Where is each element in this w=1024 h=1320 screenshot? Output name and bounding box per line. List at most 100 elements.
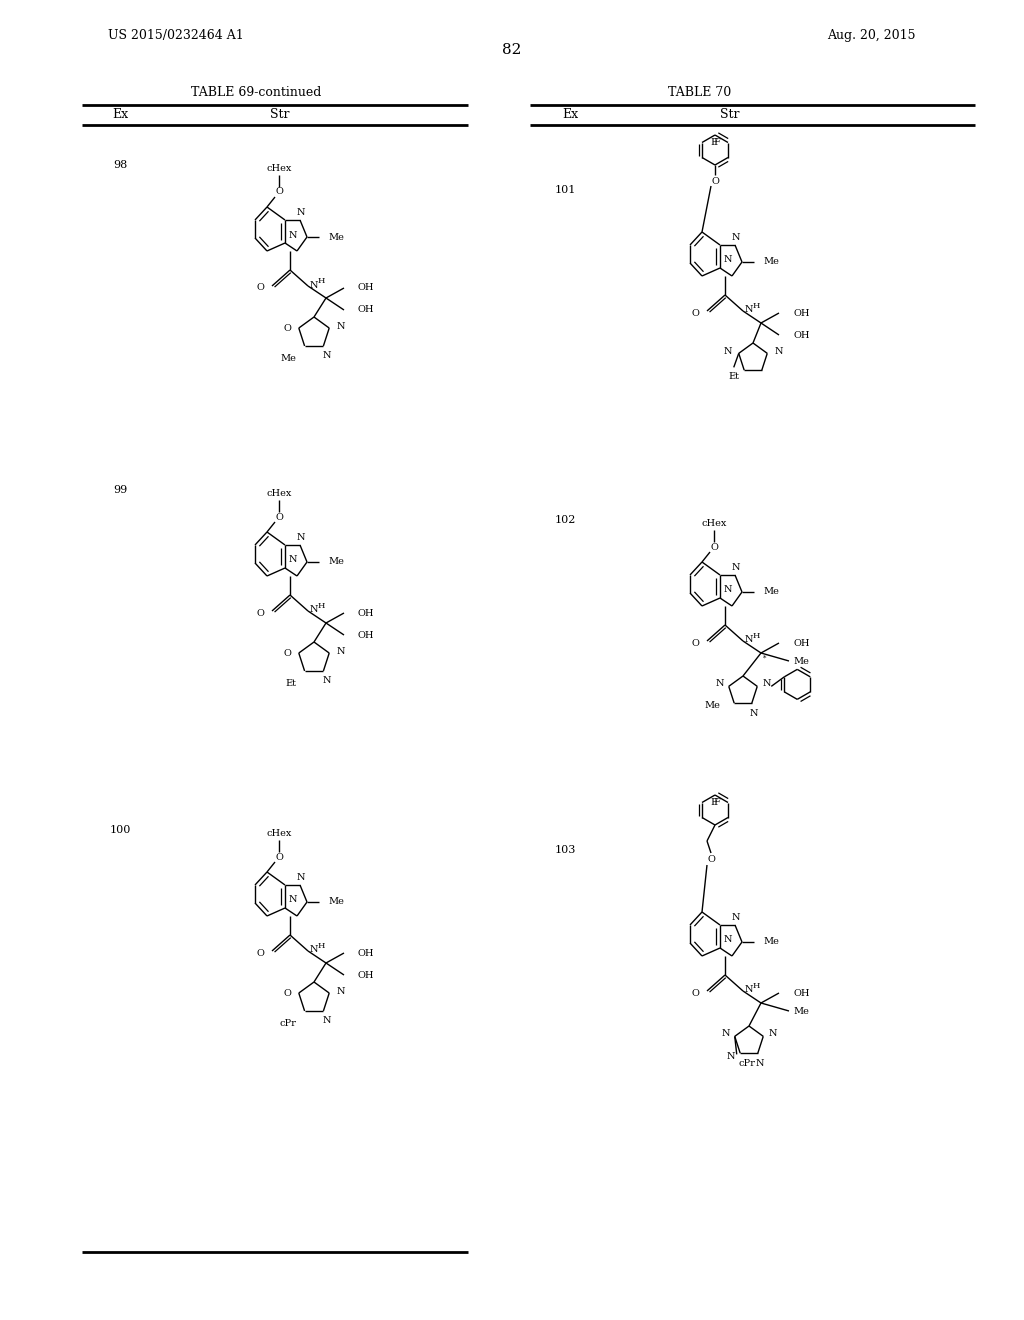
Text: H: H xyxy=(318,277,326,285)
Text: Me: Me xyxy=(793,1006,809,1015)
Text: N: N xyxy=(745,305,754,314)
Text: O: O xyxy=(711,177,719,186)
Text: N: N xyxy=(756,1059,764,1068)
Text: 103: 103 xyxy=(554,845,575,855)
Text: N: N xyxy=(336,322,345,330)
Text: OH: OH xyxy=(358,284,375,293)
Text: F: F xyxy=(713,139,720,147)
Text: H: H xyxy=(753,982,761,990)
Text: H: H xyxy=(318,602,326,610)
Text: *: * xyxy=(763,655,767,663)
Text: F: F xyxy=(710,799,717,807)
Text: Me: Me xyxy=(763,937,779,946)
Text: 100: 100 xyxy=(110,825,131,836)
Text: O: O xyxy=(284,323,292,333)
Text: Ex: Ex xyxy=(112,108,128,121)
Text: N: N xyxy=(721,1028,730,1038)
Text: 82: 82 xyxy=(503,44,521,57)
Text: N: N xyxy=(289,895,298,904)
Text: TABLE 70: TABLE 70 xyxy=(669,86,731,99)
Text: Str: Str xyxy=(270,108,290,121)
Text: Me: Me xyxy=(763,257,779,267)
Text: N: N xyxy=(727,1052,735,1061)
Text: N: N xyxy=(715,678,724,688)
Text: O: O xyxy=(707,855,715,865)
Text: N: N xyxy=(323,351,331,360)
Text: H: H xyxy=(318,942,326,950)
Text: N: N xyxy=(768,1028,777,1038)
Text: O: O xyxy=(275,512,283,521)
Text: 98: 98 xyxy=(113,160,127,170)
Text: F: F xyxy=(713,799,720,807)
Text: N: N xyxy=(310,281,318,289)
Text: cHex: cHex xyxy=(266,829,292,838)
Text: O: O xyxy=(710,543,718,552)
Text: Me: Me xyxy=(328,557,344,566)
Text: N: N xyxy=(732,564,740,572)
Text: Et: Et xyxy=(286,678,297,688)
Text: N: N xyxy=(774,347,782,356)
Text: OH: OH xyxy=(358,305,375,314)
Text: OH: OH xyxy=(358,609,375,618)
Text: Me: Me xyxy=(328,232,344,242)
Text: OH: OH xyxy=(358,970,375,979)
Text: N: N xyxy=(762,678,771,688)
Text: Et: Et xyxy=(728,372,739,381)
Text: Me: Me xyxy=(328,898,344,907)
Text: Me: Me xyxy=(705,701,720,710)
Text: N: N xyxy=(289,231,298,239)
Text: Aug. 20, 2015: Aug. 20, 2015 xyxy=(827,29,916,41)
Text: 99: 99 xyxy=(113,484,127,495)
Text: Str: Str xyxy=(720,108,739,121)
Text: O: O xyxy=(275,187,283,197)
Text: OH: OH xyxy=(358,631,375,639)
Text: O: O xyxy=(256,609,264,618)
Text: Me: Me xyxy=(793,656,809,665)
Text: N: N xyxy=(745,635,754,644)
Text: OH: OH xyxy=(793,639,810,648)
Text: N: N xyxy=(323,1016,331,1024)
Text: O: O xyxy=(284,648,292,657)
Text: OH: OH xyxy=(358,949,375,957)
Text: OH: OH xyxy=(793,330,810,339)
Text: F: F xyxy=(710,139,717,147)
Text: H: H xyxy=(753,632,761,640)
Text: H: H xyxy=(753,302,761,310)
Text: Ex: Ex xyxy=(562,108,579,121)
Text: N: N xyxy=(732,913,740,921)
Text: OH: OH xyxy=(793,989,810,998)
Text: TABLE 69-continued: TABLE 69-continued xyxy=(190,86,322,99)
Text: O: O xyxy=(256,949,264,957)
Text: N: N xyxy=(336,647,345,656)
Text: OH: OH xyxy=(793,309,810,318)
Text: cHex: cHex xyxy=(266,488,292,498)
Text: 101: 101 xyxy=(554,185,575,195)
Text: cHex: cHex xyxy=(701,519,727,528)
Text: 102: 102 xyxy=(554,515,575,525)
Text: cPr: cPr xyxy=(280,1019,297,1028)
Text: N: N xyxy=(336,986,345,995)
Text: N: N xyxy=(297,873,305,882)
Text: N: N xyxy=(750,709,758,718)
Text: O: O xyxy=(691,639,699,648)
Text: N: N xyxy=(745,986,754,994)
Text: N: N xyxy=(724,256,732,264)
Text: N: N xyxy=(310,945,318,954)
Text: N: N xyxy=(724,586,732,594)
Text: Me: Me xyxy=(281,354,297,363)
Text: N: N xyxy=(323,676,331,685)
Text: O: O xyxy=(284,989,292,998)
Text: N: N xyxy=(724,936,732,945)
Text: Me: Me xyxy=(763,587,779,597)
Text: N: N xyxy=(297,209,305,216)
Text: O: O xyxy=(256,284,264,293)
Text: O: O xyxy=(275,853,283,862)
Text: N: N xyxy=(297,533,305,543)
Text: US 2015/0232464 A1: US 2015/0232464 A1 xyxy=(108,29,244,41)
Text: O: O xyxy=(691,989,699,998)
Text: N: N xyxy=(723,347,732,356)
Text: N: N xyxy=(289,556,298,565)
Text: cHex: cHex xyxy=(266,164,292,173)
Text: cPr: cPr xyxy=(738,1060,756,1068)
Text: N: N xyxy=(310,606,318,615)
